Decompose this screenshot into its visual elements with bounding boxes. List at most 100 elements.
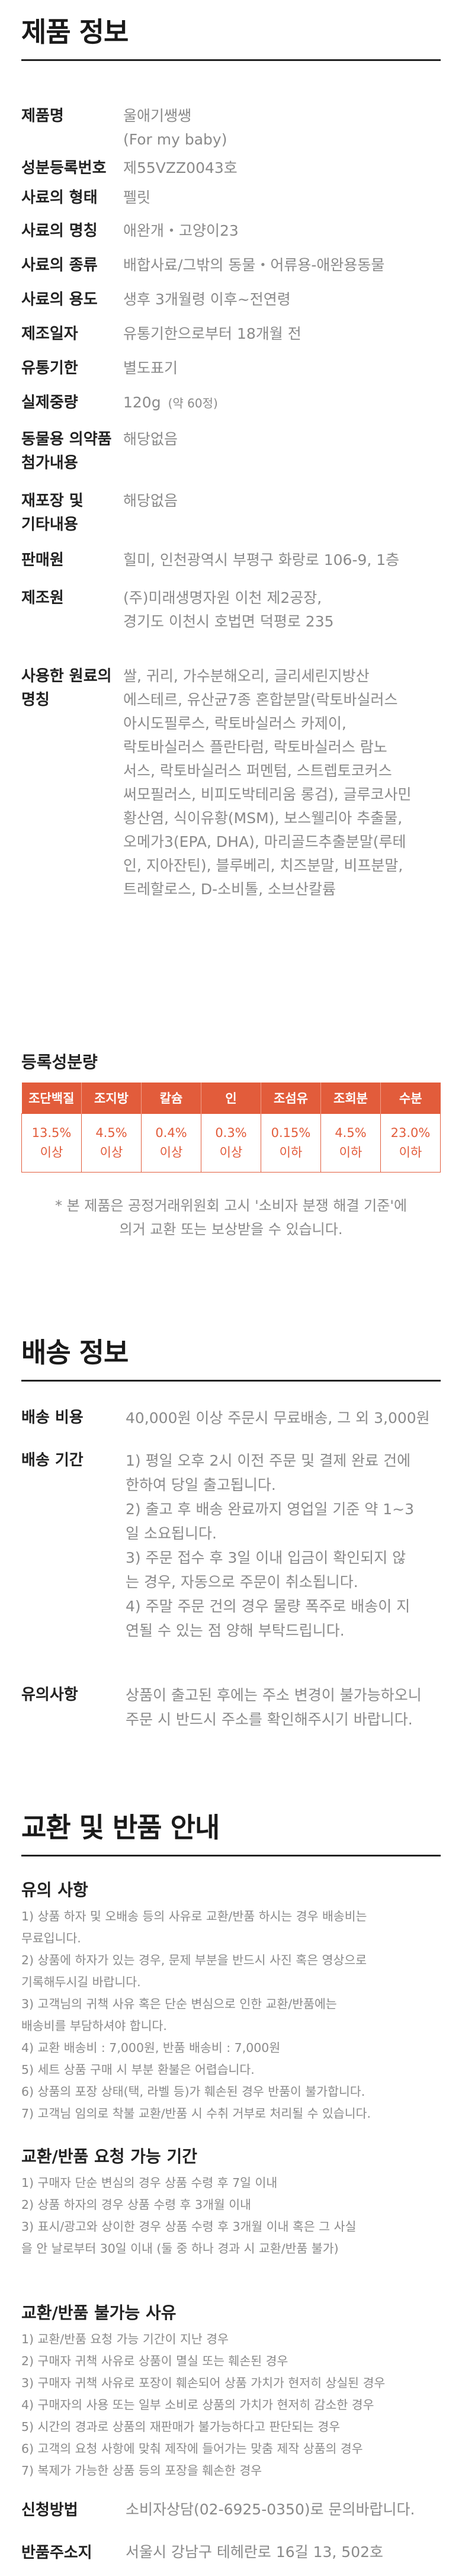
exchange-title: 교환 및 반품 안내 (21, 1811, 220, 1843)
product-info-value: 120g (약 60정) (123, 391, 441, 415)
value-text: 제55VZZ0043호 (123, 159, 238, 176)
caution-item: 기록해두시길 바랍니다. (21, 1975, 141, 1989)
label-line: 명칭 (21, 691, 50, 709)
label-line: 사료의 명칭 (21, 222, 98, 240)
product-info-label: 사료의 명칭 (21, 219, 122, 243)
shipping-period-line: 4) 주말 주문 건의 경우 물량 폭주로 배송이 지 (126, 1598, 410, 1615)
nutrition-value-text: 4.5% (335, 1126, 367, 1140)
label-line: 사료의 형태 (21, 189, 98, 207)
product-info-label: 제조일자 (21, 322, 122, 346)
product-info-value: 해당없음 (123, 489, 441, 513)
nutrition-value-text: 13.5% (31, 1126, 72, 1140)
value-line: 오메가3(EPA, DHA), 마리골드추출분말(루테 (123, 830, 441, 854)
nutrition-header-cell: 조회분 (320, 1083, 381, 1114)
shipping-notes-value: 상품이 출고된 후에는 주소 변경이 불가능하오니 주문 시 반드시 주소를 확인… (126, 1683, 441, 1732)
label-line: 유통기한 (21, 359, 78, 377)
value-text: 오메가3(EPA, DHA), 마리골드추출분말(루테 (123, 833, 406, 850)
product-info-divider (21, 59, 441, 61)
value-text: (For my baby) (123, 131, 227, 148)
value-text: 해당없음 (123, 492, 178, 509)
value-text: (주)미래생명자원 이천 제2공장, (123, 589, 322, 606)
value-text: 생후 3개월령 이후~전연령 (123, 291, 291, 308)
not-allowed-item: 5) 시간의 경과로 상품의 재판매가 불가능하다고 판단되는 경우 (21, 2420, 341, 2434)
product-info-label: 사료의 형태 (21, 186, 122, 210)
shipping-period-line: 3) 주문 접수 후 3일 이내 입금이 확인되지 않 (126, 1549, 406, 1566)
label-line: 실제중량 (21, 394, 78, 412)
product-info-value: 울애기쌩쌩 (For my baby) (123, 104, 441, 152)
nutrition-value-cell: 4.5% 이상 (81, 1113, 142, 1173)
exchange-divider (21, 1855, 441, 1856)
product-info-label: 유통기한 (21, 356, 122, 380)
label-line: 재포장 및 (21, 492, 84, 510)
value-text: 펠릿 (123, 189, 151, 206)
caution-item: 6) 상품의 포장 상태(택, 라벨 등)가 훼손된 경우 반품이 불가합니다. (21, 2084, 365, 2099)
value-line: 황산염, 식이유황(MSM), 보스웰리아 추출물, (123, 807, 441, 830)
value-line: 120g (약 60정) (123, 391, 441, 415)
product-info-label: 제품명 (21, 104, 122, 128)
nutrition-header-cell: 인 (201, 1083, 261, 1114)
value-line: 아시도필루스, 락토바실러스 카제이, (123, 712, 441, 735)
value-line: 유통기한으로부터 18개월 전 (123, 322, 441, 346)
caution-heading: 유의 사항 (21, 1880, 88, 1900)
nutrition-value-text: 4.5% (95, 1126, 127, 1140)
nutrition-value-text: 이상 (100, 1145, 123, 1159)
value-line: 경기도 이천시 호법면 덕평로 235 (123, 610, 441, 634)
nutrition-value-text: 이하 (279, 1145, 303, 1159)
nutrition-value-text: 0.3% (215, 1126, 247, 1140)
not-allowed-list: 1) 교환/반품 요청 가능 기간이 지난 경우 2) 구매자 귀책 사유로 상품… (21, 2328, 441, 2482)
product-info-label: 동물용 의약품 첨가내용 (21, 428, 122, 475)
value-text: 인, 지아잔틴), 블루베리, 치즈분말, 비프분말, (123, 857, 403, 874)
value-note: (약 60정) (168, 396, 218, 410)
value-line: (주)미래생명자원 이천 제2공장, (123, 586, 441, 610)
not-allowed-item: 2) 구매자 귀책 사유로 상품이 멸실 또는 훼손된 경우 (21, 2354, 288, 2368)
value-line: 해당없음 (123, 489, 441, 513)
value-line: 별도표기 (123, 356, 441, 380)
label-line: 제품명 (21, 107, 64, 125)
value-line: 울애기쌩쌩 (123, 104, 441, 128)
nutrition-value-row: 13.5% 이상 4.5% 이상 0.4% 이상 0.3% 이상 0.15% 이하 4.5% 이하 23… (21, 1113, 441, 1173)
value-line: 쌀, 귀리, 가수분해오리, 글리세린지방산 (123, 664, 441, 688)
value-text: 힐미, 인천광역시 부평구 화랑로 106-9, 1층 (123, 551, 400, 568)
nutrition-notice: * 본 제품은 공정거래위원회 고시 '소비자 분쟁 해결 기준'에 의거 교환… (54, 1197, 408, 1238)
caution-item: 2) 상품에 하자가 있는 경우, 문제 부분을 반드시 사진 혹은 영상으로 (21, 1953, 367, 1967)
product-info-value: 애완개・고양이23 (123, 219, 441, 243)
nutrition-value-text: 0.4% (155, 1126, 187, 1140)
shipping-period-line: 는 경우, 자동으로 주문이 취소됩니다. (126, 1573, 358, 1591)
value-text: 써모필러스, 비피도박테리움 롱검), 글루코사민 (123, 786, 412, 803)
request-period-list: 1) 구매자 단순 변심의 경우 상품 수령 후 7일 이내 2) 상품 하자의 … (21, 2172, 441, 2260)
value-text: 배합사료/그밖의 동물・어류용-애완용동물 (123, 256, 385, 274)
nutrition-value-text: 이하 (399, 1145, 422, 1159)
nutrition-value-text: 23.0% (390, 1126, 431, 1140)
label-line: 기타내용 (21, 516, 78, 534)
shipping-divider (21, 1380, 441, 1382)
shipping-notes-line: 주문 시 반드시 주소를 확인해주시기 바랍니다. (126, 1711, 413, 1728)
not-allowed-item: 6) 고객의 요청 사항에 맞춰 제작에 들어가는 맞춤 제작 상품의 경우 (21, 2442, 363, 2456)
nutrition-table: 조단백질 조지방 칼슘 인 조섬유 조회분 수분 13.5% 이상 4.5% 이상 0.4% 이상 0.… (21, 1083, 441, 1173)
caution-item: 7) 고객님 임의로 착불 교환/반품 시 수취 거부로 처리될 수 있습니다. (21, 2106, 371, 2121)
nutrition-value-text: 이하 (339, 1145, 362, 1159)
value-text: 유통기한으로부터 18개월 전 (123, 325, 301, 342)
nutrition-heading: 등록성분량 (21, 1052, 98, 1072)
nutrition-value-text: 이상 (159, 1145, 183, 1159)
label-line: 사료의 종류 (21, 256, 98, 274)
value-line: 제55VZZ0043호 (123, 156, 441, 180)
request-period-item: 2) 상품 하자의 경우 상품 수령 후 3개월 이내 (21, 2198, 251, 2212)
value-line: 펠릿 (123, 186, 441, 210)
value-line: 트레할로스, D-소비톨, 소브산칼륨 (123, 878, 441, 901)
value-text: 애완개・고양이23 (123, 222, 239, 239)
nutrition-value-text: 이상 (219, 1145, 243, 1159)
value-text: 울애기쌩쌩 (123, 107, 192, 124)
not-allowed-item: 7) 복제가 가능한 상품 등의 포장을 훼손한 경우 (21, 2463, 262, 2478)
product-info-value: 별도표기 (123, 356, 441, 380)
product-info-label: 판매원 (21, 548, 122, 572)
apply-method-value: 소비자상담(02-6925-0350)로 문의바랍니다. (126, 2501, 415, 2518)
product-info-value: 쌀, 귀리, 가수분해오리, 글리세린지방산 에스테르, 유산균7종 혼합분말(락… (123, 664, 441, 901)
apply-method-label: 신청방법 (21, 2501, 78, 2519)
label-line: 첨가내용 (21, 454, 78, 472)
value-line: 에스테르, 유산균7종 혼합분말(락토바실러스 (123, 688, 441, 712)
value-text: 아시도필루스, 락토바실러스 카제이, (123, 715, 346, 732)
shipping-notes-label: 유의사항 (21, 1686, 78, 1704)
value-line: 락토바실러스 플란타럼, 락토바실러스 람노 (123, 735, 441, 759)
nutrition-value-text: 0.15% (271, 1126, 311, 1140)
